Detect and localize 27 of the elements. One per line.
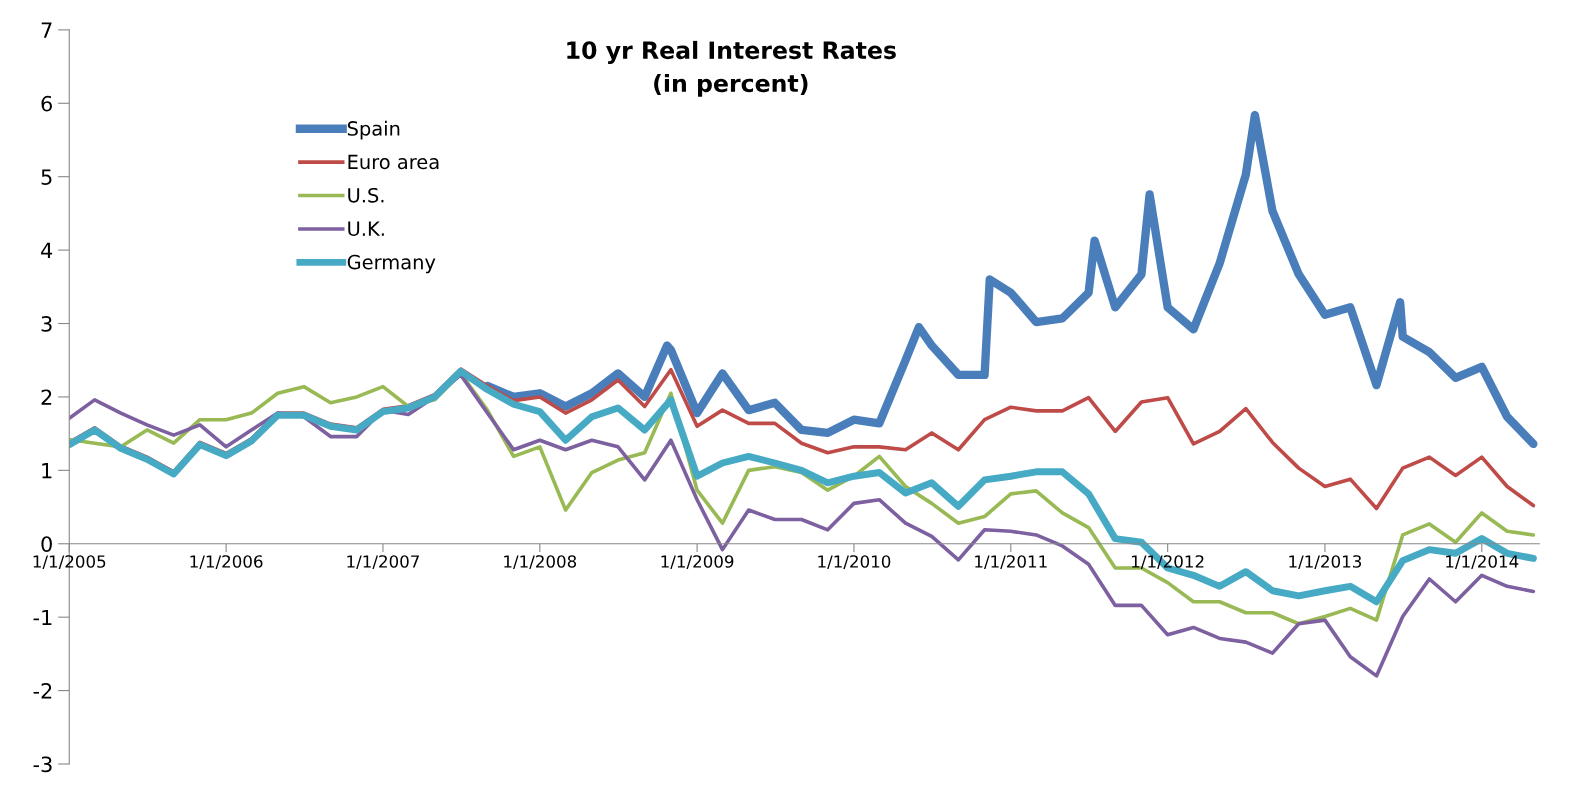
x-tick-label: 1/1/2014: [1446, 555, 1519, 570]
x-tick-label: 1/1/2006: [190, 555, 263, 570]
legend-label: Euro area: [348, 154, 439, 170]
x-tick-label: 1/1/2007: [347, 555, 419, 570]
y-tick-label: 2: [41, 389, 52, 405]
y-tick-label: 4: [41, 242, 53, 259]
legend-label: Spain: [347, 120, 400, 140]
legend-label: U.S.: [348, 187, 384, 203]
legend-label: U.K.: [348, 221, 384, 237]
x-tick-label: 1/1/2013: [1289, 555, 1362, 570]
chart-title: 10 yr Real Interest Rates: [567, 40, 896, 64]
y-tick-label: -3: [33, 756, 52, 773]
y-tick-label: 6: [41, 95, 52, 112]
x-tick-label: 1/1/2005: [33, 555, 106, 570]
x-tick-label: 1/1/2008: [504, 555, 577, 570]
x-tick-label: 1/1/2009: [661, 555, 734, 570]
y-tick-label: -2: [33, 683, 52, 699]
y-tick-label: 0: [41, 536, 52, 552]
legend-label: Germany: [347, 254, 436, 274]
y-tick-label: 1: [42, 463, 52, 479]
text: (in percent): [654, 73, 808, 97]
y-tick-label: 5: [41, 169, 52, 185]
x-tick-label: 1/1/2011: [975, 555, 1047, 570]
x-tick-label: 1/1/2010: [818, 555, 891, 570]
y-tick-label: -1: [33, 609, 52, 626]
y-tick-label: 3: [41, 315, 52, 332]
y-tick-label: 7: [41, 22, 52, 38]
